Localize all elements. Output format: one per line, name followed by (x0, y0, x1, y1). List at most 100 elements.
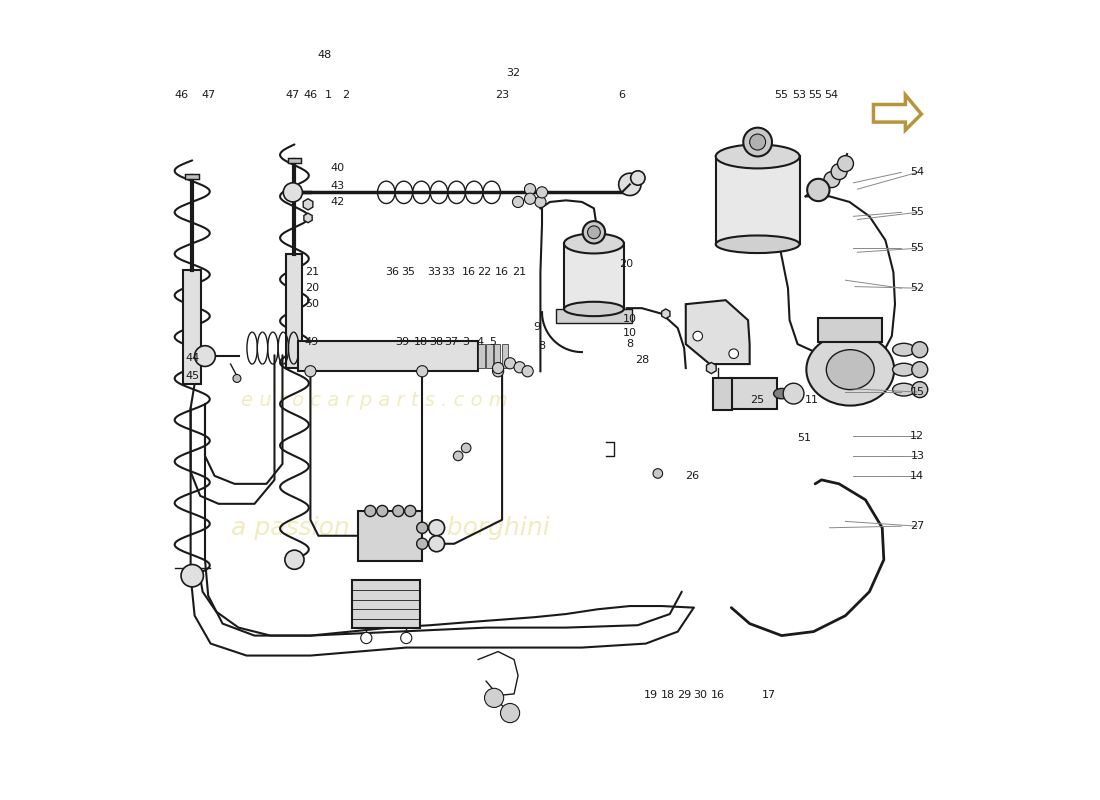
Text: 3: 3 (463, 338, 470, 347)
Bar (286, 254, 302, 368)
Bar (298, 341, 478, 371)
Text: 25: 25 (750, 395, 764, 405)
Ellipse shape (806, 334, 894, 406)
Text: 54: 54 (911, 167, 924, 178)
Bar (478, 344, 484, 368)
Text: 19: 19 (644, 690, 658, 701)
Ellipse shape (892, 343, 915, 356)
Text: 30: 30 (693, 690, 707, 701)
Text: 32: 32 (506, 67, 520, 78)
Circle shape (525, 193, 536, 204)
Bar (730, 378, 777, 409)
Text: 23: 23 (495, 90, 509, 100)
Ellipse shape (716, 235, 800, 253)
Circle shape (653, 469, 662, 478)
Circle shape (400, 632, 411, 643)
Text: 36: 36 (385, 267, 399, 278)
Bar (713, 378, 733, 410)
Bar (486, 344, 493, 368)
Text: 37: 37 (444, 338, 458, 347)
Ellipse shape (716, 145, 800, 169)
Text: 44: 44 (185, 354, 199, 363)
Circle shape (729, 349, 738, 358)
Text: 38: 38 (429, 338, 443, 347)
Text: 13: 13 (911, 451, 924, 461)
Bar (502, 344, 508, 368)
Circle shape (912, 342, 927, 358)
Circle shape (182, 565, 204, 587)
Text: 33: 33 (441, 267, 455, 278)
Text: 42: 42 (330, 197, 344, 207)
Circle shape (484, 688, 504, 707)
Circle shape (493, 366, 504, 377)
Circle shape (824, 171, 840, 187)
Text: 39: 39 (395, 338, 409, 347)
Bar (184, 270, 201, 384)
Circle shape (361, 632, 372, 643)
Circle shape (195, 346, 216, 366)
Text: 16: 16 (495, 267, 509, 278)
Text: 10: 10 (623, 328, 637, 338)
Circle shape (618, 173, 641, 195)
Text: 33: 33 (427, 267, 441, 278)
Circle shape (365, 506, 376, 517)
Bar (556, 309, 631, 323)
Circle shape (233, 374, 241, 382)
Circle shape (285, 550, 304, 570)
Circle shape (912, 382, 927, 398)
Circle shape (417, 522, 428, 534)
Text: 16: 16 (711, 690, 725, 701)
Circle shape (750, 134, 766, 150)
Bar (716, 157, 800, 244)
Circle shape (405, 506, 416, 517)
Text: 8: 8 (626, 339, 634, 349)
Text: 11: 11 (805, 395, 818, 405)
Circle shape (500, 703, 519, 722)
Polygon shape (706, 362, 716, 374)
Polygon shape (873, 95, 922, 130)
Circle shape (814, 179, 829, 195)
Text: e u r o c a r p a r t s . c o m: e u r o c a r p a r t s . c o m (241, 390, 508, 410)
Text: 5: 5 (490, 338, 496, 347)
Text: 55: 55 (911, 207, 924, 218)
Text: 12: 12 (911, 431, 924, 441)
Text: 49: 49 (305, 338, 319, 347)
Text: 47: 47 (286, 90, 300, 100)
Ellipse shape (892, 363, 915, 376)
Text: 50: 50 (305, 299, 319, 309)
Polygon shape (304, 213, 312, 222)
Circle shape (493, 362, 504, 374)
Text: 53: 53 (792, 90, 806, 100)
Text: 17: 17 (762, 690, 776, 701)
Bar (818, 318, 882, 342)
Circle shape (783, 383, 804, 404)
Bar (359, 511, 422, 561)
Text: 52: 52 (911, 283, 924, 293)
Circle shape (305, 366, 316, 377)
Text: 43: 43 (330, 181, 344, 191)
Text: 18: 18 (661, 690, 675, 701)
Ellipse shape (826, 350, 875, 390)
Circle shape (807, 178, 829, 201)
Text: 22: 22 (477, 267, 492, 278)
Circle shape (461, 443, 471, 453)
Circle shape (417, 538, 428, 550)
Circle shape (537, 186, 548, 198)
Circle shape (417, 366, 428, 377)
Text: 27: 27 (910, 521, 924, 531)
Circle shape (587, 226, 601, 238)
Text: 51: 51 (798, 434, 811, 443)
Text: 48: 48 (318, 50, 332, 60)
Text: 14: 14 (911, 471, 924, 481)
Ellipse shape (892, 383, 915, 396)
Text: 54: 54 (824, 90, 838, 100)
Text: 40: 40 (330, 163, 344, 174)
Text: 2: 2 (342, 90, 349, 100)
Text: 35: 35 (400, 267, 415, 278)
Polygon shape (661, 309, 670, 318)
Text: 46: 46 (174, 90, 188, 100)
Text: 9: 9 (534, 322, 541, 331)
Circle shape (693, 331, 703, 341)
Text: 16: 16 (462, 267, 475, 278)
Circle shape (832, 164, 847, 179)
